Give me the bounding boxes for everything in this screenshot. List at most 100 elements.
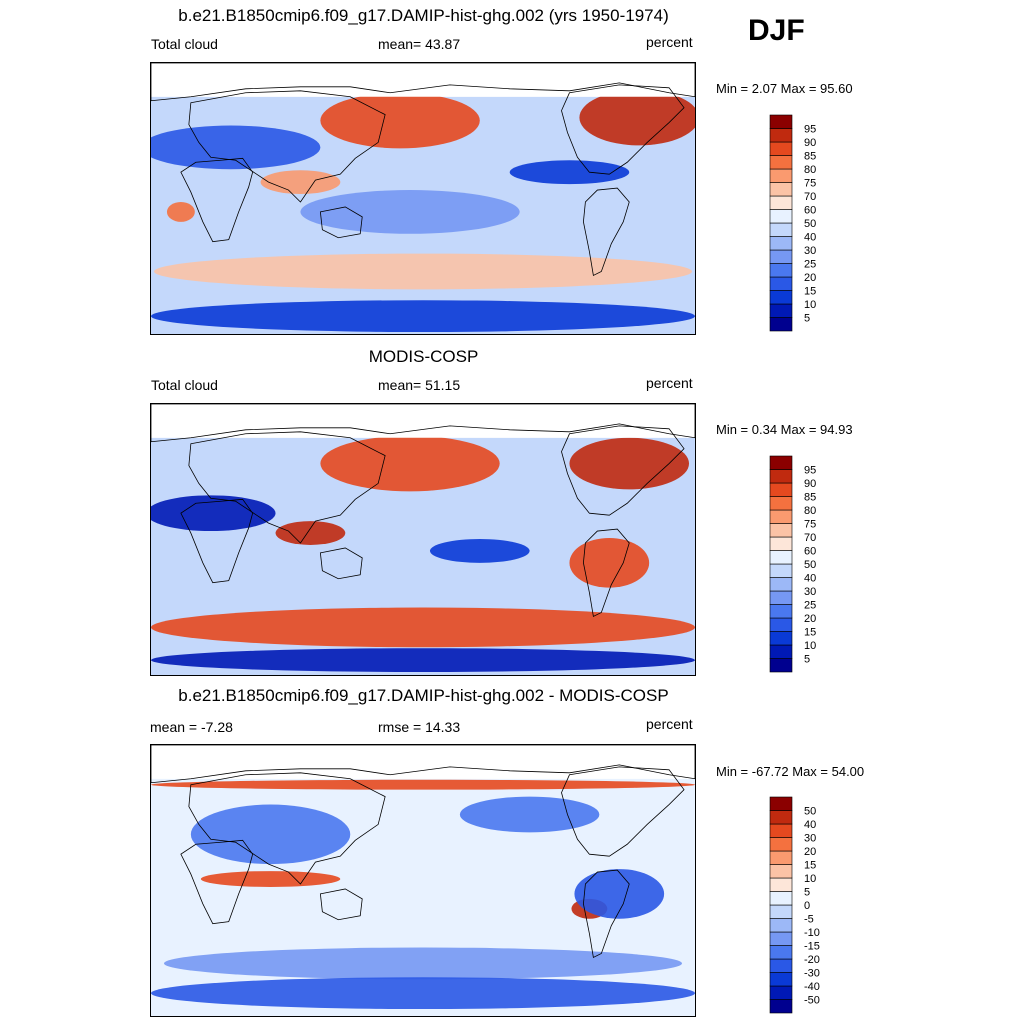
colorbar-tick-label: 15 [804,627,816,639]
panel-3-center-label: rmse = 14.33 [378,719,461,735]
colorbar-swatch [769,550,793,565]
map-field-patch [151,779,695,790]
colorbar-tick-label: 15 [804,286,816,298]
panel-2-units: percent [646,375,693,391]
coastline [319,888,363,921]
colorbar-swatch [769,536,793,551]
map-field-patch [579,89,695,146]
map-field-patch [459,796,600,833]
colorbar-tick-label: 0 [804,900,810,912]
colorbar-tick-label: 80 [804,505,816,517]
coastline [151,63,695,102]
colorbar-tick-label: 50 [804,806,816,818]
colorbar-tick-label: 10 [804,299,816,311]
coastline [561,425,685,516]
colorbar-tick-label: 20 [804,613,816,625]
colorbar-tick-label: 30 [804,833,816,845]
coastline [151,404,695,443]
colorbar-tick-label: -30 [804,968,820,980]
colorbar-swatch [769,263,793,278]
colorbar-swatch [769,496,793,511]
colorbar-swatch [769,617,793,632]
colorbar-swatch [769,141,793,156]
colorbar-swatch [769,850,793,865]
colorbar-tick-label: -10 [804,927,820,939]
colorbar-swatch [769,249,793,264]
colorbar-swatch [769,877,793,892]
colorbar-tick-label: 20 [804,846,816,858]
colorbar-swatch [769,155,793,170]
coastline [561,766,685,857]
colorbar-tick-label: -15 [804,941,820,953]
colorbar-swatch [769,290,793,305]
colorbar-tick-label: 75 [804,519,816,531]
panel-2-map [150,403,696,676]
panel-3-minmax: Min = -67.72 Max = 54.00 [716,764,865,779]
colorbar-tick-label: 40 [804,573,816,585]
panel-2-minmax: Min = 0.34 Max = 94.93 [716,422,853,437]
coastline [180,157,254,243]
colorbar-tick-label: 95 [804,124,816,136]
colorbar-swatch [769,195,793,210]
coastline [151,745,695,784]
colorbar-tick-label: 85 [804,492,816,504]
colorbar-swatch [769,999,793,1014]
map-field-patch [151,607,695,648]
panel-2-title: MODIS-COSP [368,347,479,366]
panel-1-map [150,62,696,335]
colorbar-swatch [769,985,793,1000]
colorbar-swatch [769,810,793,825]
colorbar-swatch [769,864,793,879]
colorbar-tick-label: 10 [804,873,816,885]
colorbar-swatch [769,958,793,973]
colorbar-tick-label: 85 [804,151,816,163]
colorbar-tick-label: -40 [804,981,820,993]
panel-3-colorbar: -50 -40 -30 -20 -15 -10 -5 0 5 10 15 20 30 40 50 [769,796,840,1015]
map-field-patch [569,538,650,588]
colorbar-swatch [769,509,793,524]
colorbar-tick-label: 40 [804,819,816,831]
map-field-patch [151,125,321,170]
coastline [188,90,386,203]
map-missing-region [151,745,695,779]
map-field-patch [509,160,630,185]
map-missing-region [151,63,695,97]
colorbar-tick-label: 80 [804,164,816,176]
colorbar-swatch [769,931,793,946]
panel-1-left-label: Total cloud [151,36,218,52]
map-field-patch [153,253,693,290]
colorbar-tick-label: 70 [804,532,816,544]
colorbar-tick-label: 60 [804,205,816,217]
colorbar-swatch [769,482,793,497]
colorbar-swatch [769,796,793,811]
colorbar-swatch [769,563,793,578]
coastline [561,84,685,175]
map-field-patch [151,300,695,333]
colorbar-swatch [769,891,793,906]
map-field-patch [166,201,195,222]
panel-2-left-label: Total cloud [151,377,218,393]
colorbar-tick-label: 50 [804,559,816,571]
colorbar-tick-label: 15 [804,860,816,872]
panel-3-left-label: mean = -7.28 [150,719,233,735]
map-svg [151,404,695,675]
map-svg [151,745,695,1016]
coastline [188,772,386,885]
colorbar-tick-label: 10 [804,640,816,652]
colorbar-tick-label: 60 [804,546,816,558]
colorbar-tick-label: 40 [804,232,816,244]
coastline [583,187,630,277]
panel-1-colorbar: 5 10 15 20 25 30 40 50 60 70 75 80 85 90 95 [769,114,840,333]
colorbar-tick-label: 95 [804,465,816,477]
map-field-patch [190,804,351,865]
panel-1-units: percent [646,34,693,50]
map-field-patch [151,977,695,1010]
colorbar-swatch [769,317,793,332]
colorbar-swatch [769,837,793,852]
colorbar-swatch [769,303,793,318]
panel-3-units: percent [646,716,693,732]
map-missing-region [151,404,695,438]
